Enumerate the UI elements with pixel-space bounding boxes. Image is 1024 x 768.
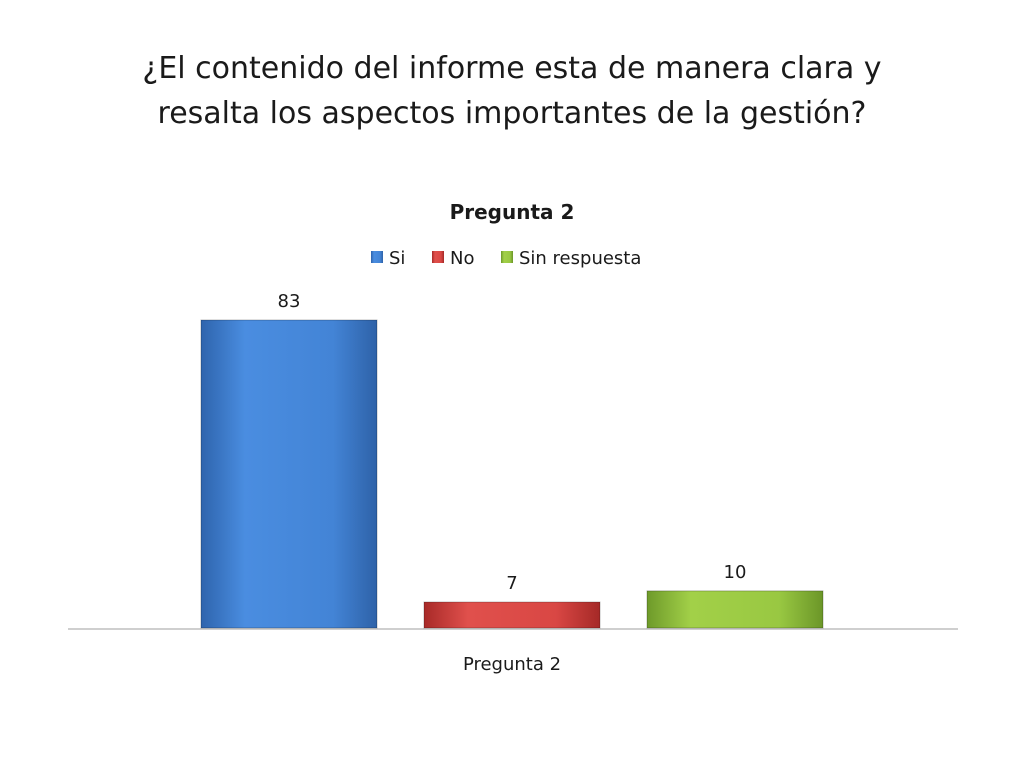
data-label-si: 83: [278, 291, 301, 312]
legend-label-sin-respuesta: Sin respuesta: [519, 248, 641, 269]
bar-sin-respuesta: [646, 590, 824, 629]
bars: [200, 319, 824, 629]
legend-swatch-si: [371, 251, 383, 263]
slide-title-line-2: resalta los aspectos importantes de la g…: [157, 96, 867, 131]
bar-si: [200, 319, 378, 629]
bar-no: [423, 601, 601, 629]
legend: Si No Sin respuesta: [371, 248, 641, 269]
data-labels: 83 7 10: [278, 291, 747, 594]
chart-title: Pregunta 2: [450, 200, 575, 224]
slide-title: ¿El contenido del informe esta de manera…: [40, 46, 984, 136]
slide-title-line-1: ¿El contenido del informe esta de manera…: [142, 51, 882, 86]
legend-swatch-no: [432, 251, 444, 263]
data-label-sin-respuesta: 10: [724, 562, 747, 583]
legend-swatch-sin-respuesta: [501, 251, 513, 263]
legend-label-si: Si: [389, 248, 405, 269]
legend-label-no: No: [450, 248, 474, 269]
x-tick-label: Pregunta 2: [463, 654, 561, 675]
data-label-no: 7: [506, 573, 517, 594]
